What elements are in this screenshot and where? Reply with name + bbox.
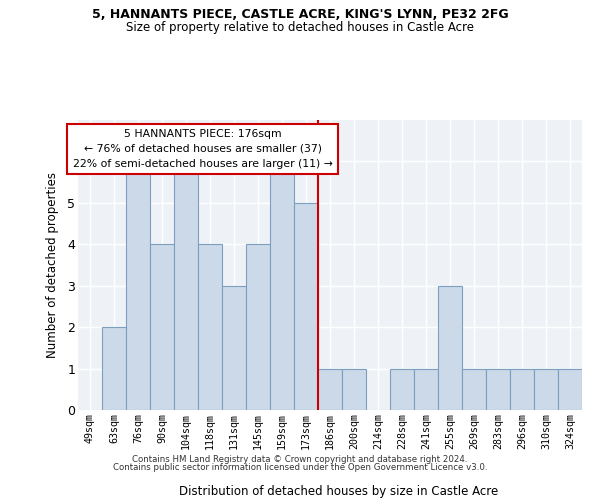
Bar [462,368,486,410]
Y-axis label: Number of detached properties: Number of detached properties [46,172,59,358]
Bar [486,368,510,410]
Bar [294,203,318,410]
Text: 5 HANNANTS PIECE: 176sqm
← 76% of detached houses are smaller (37)
22% of semi-d: 5 HANNANTS PIECE: 176sqm ← 76% of detach… [73,129,333,168]
Bar [510,368,534,410]
Text: Distribution of detached houses by size in Castle Acre: Distribution of detached houses by size … [179,484,499,498]
Text: Size of property relative to detached houses in Castle Acre: Size of property relative to detached ho… [126,21,474,34]
Bar [534,368,558,410]
Text: Contains public sector information licensed under the Open Government Licence v3: Contains public sector information licen… [113,464,487,472]
Bar [198,244,222,410]
Bar [342,368,366,410]
Text: Contains HM Land Registry data © Crown copyright and database right 2024.: Contains HM Land Registry data © Crown c… [132,455,468,464]
Bar [414,368,438,410]
Bar [246,244,270,410]
Bar [390,368,414,410]
Bar [558,368,582,410]
Bar [174,162,198,410]
Bar [270,162,294,410]
Text: 5, HANNANTS PIECE, CASTLE ACRE, KING'S LYNN, PE32 2FG: 5, HANNANTS PIECE, CASTLE ACRE, KING'S L… [92,8,508,20]
Bar [318,368,342,410]
Bar [222,286,246,410]
Bar [438,286,462,410]
Bar [150,244,174,410]
Bar [102,327,126,410]
Bar [126,162,150,410]
